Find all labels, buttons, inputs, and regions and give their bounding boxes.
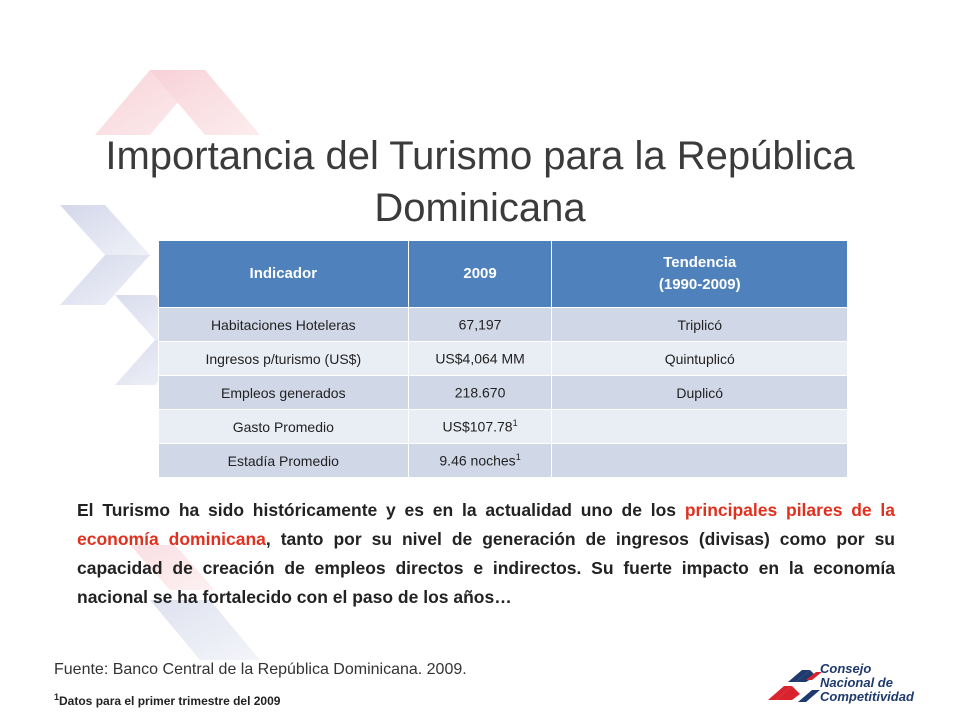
footnote-text: Datos para el primer trimestre del 2009 <box>59 694 281 708</box>
cell-indicator: Habitaciones Hoteleras <box>158 307 409 342</box>
paragraph-highlight: principales pilares de la economía domin… <box>77 500 896 549</box>
cell-value: 9.46 noches1 <box>407 443 553 478</box>
cell-value: US$4,064 MM <box>407 341 553 376</box>
source-note: Fuente: Banco Central de la República Do… <box>54 661 467 678</box>
cell-indicator: Estadía Promedio <box>158 443 409 478</box>
header-year: 2009 <box>407 240 553 308</box>
table-row: Ingresos p/turismo (US$) US$4,064 MM Qui… <box>158 341 848 376</box>
table-row: Empleos generados 218.670 Duplicó <box>158 375 848 410</box>
value-footnote-mark: 1 <box>515 452 521 463</box>
chevron-blue-1 <box>60 205 150 255</box>
cell-value: 67,197 <box>407 307 553 342</box>
value-text: US$107.78 <box>442 418 513 435</box>
table-row: Estadía Promedio 9.46 noches1 <box>158 443 848 478</box>
header-trend-line2: (1990-2009) <box>658 276 741 293</box>
page-title: Importancia del Turismo para la Repúblic… <box>40 130 920 234</box>
value-text: US$4,064 MM <box>435 350 525 367</box>
logo-line-3: Competitividad <box>820 689 914 704</box>
cell-trend: Triplicó <box>551 307 848 342</box>
footnote: 1Datos para el primer trimestre del 2009 <box>54 692 280 708</box>
value-text: 9.46 noches <box>439 452 516 469</box>
cell-indicator: Empleos generados <box>158 375 409 410</box>
title-line-2: Dominicana <box>374 186 586 230</box>
logo-line-2: Nacional de <box>820 675 893 690</box>
logo-chevron-blue-1 <box>788 670 810 682</box>
logo-chevron-red-3 <box>806 672 822 680</box>
cell-indicator: Gasto Promedio <box>158 409 409 444</box>
logo-chevron-red-1 <box>768 686 792 700</box>
tourism-indicators-table: Indicador 2009 Tendencia (1990-2009) Hab… <box>158 240 848 478</box>
value-text: 67,197 <box>458 316 502 333</box>
paragraph-part-2: , tanto por su nivel de generación de in… <box>77 529 895 607</box>
chevron-red-2 <box>95 70 205 135</box>
table-header-row: Indicador 2009 Tendencia (1990-2009) <box>158 240 848 308</box>
cell-trend <box>551 409 848 444</box>
cell-trend: Duplicó <box>551 375 848 410</box>
table-row: Habitaciones Hoteleras 67,197 Triplicó <box>158 307 848 342</box>
logo-line-1: Consejo <box>820 661 872 676</box>
footnote-mark: 1 <box>54 692 60 702</box>
chevron-red-3 <box>130 545 215 590</box>
cell-indicator: Ingresos p/turismo (US$) <box>158 341 409 376</box>
header-indicator: Indicador <box>158 240 409 308</box>
paragraph-part-1: El Turismo ha sido históricamente y es e… <box>77 500 685 520</box>
cell-trend <box>551 443 848 478</box>
cell-value: US$107.781 <box>407 409 553 444</box>
chevron-blue-5 <box>150 600 260 660</box>
table-row: Gasto Promedio US$107.781 <box>158 409 848 444</box>
value-text: 218.670 <box>454 384 506 401</box>
cell-trend: Quintuplicó <box>551 341 848 376</box>
cnc-logo-text: Consejo Nacional de Competitividad <box>820 662 914 704</box>
chevron-blue-2 <box>60 255 150 305</box>
cell-value: 218.670 <box>407 375 553 410</box>
header-trend-line1: Tendencia <box>663 254 737 271</box>
header-trend: Tendencia (1990-2009) <box>551 240 848 308</box>
cnc-logo-mark <box>768 670 822 702</box>
logo-chevron-red-2 <box>776 686 800 700</box>
body-paragraph: El Turismo ha sido históricamente y es e… <box>77 496 895 612</box>
value-footnote-mark: 1 <box>512 418 518 429</box>
title-line-1: Importancia del Turismo para la Repúblic… <box>105 134 855 178</box>
logo-chevron-blue-3 <box>798 690 820 702</box>
